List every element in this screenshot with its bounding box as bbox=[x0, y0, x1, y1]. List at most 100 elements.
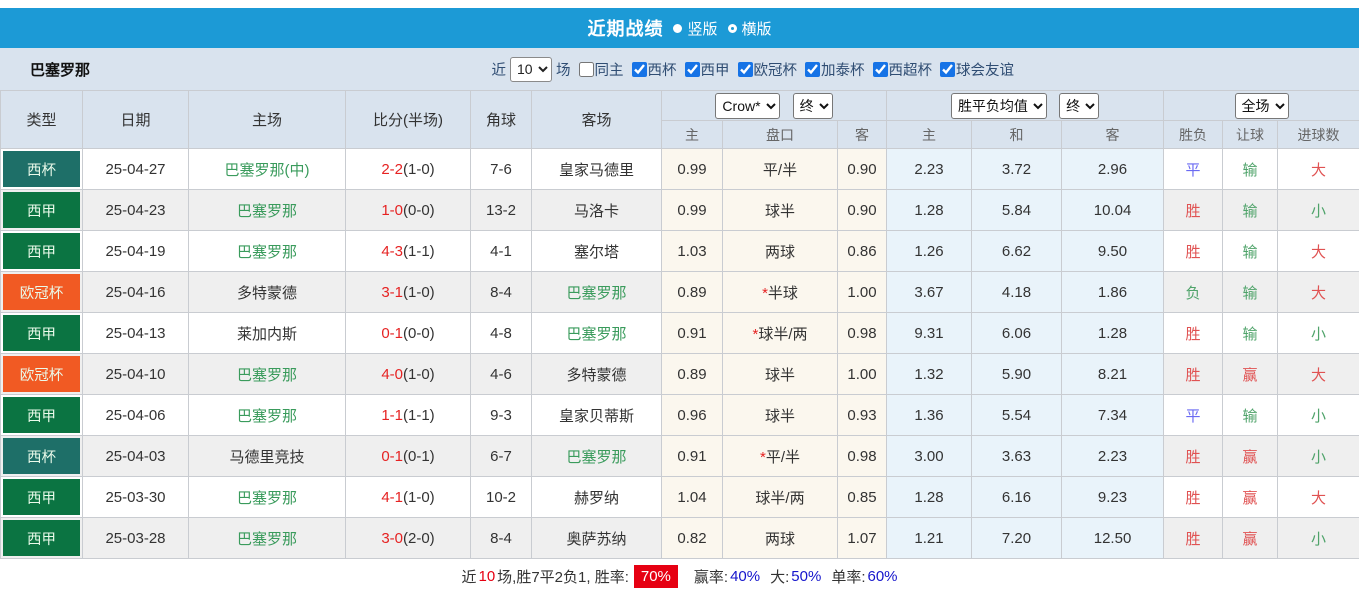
league-badge: 欧冠杯 bbox=[3, 356, 80, 392]
odds-time-select[interactable]: 终 bbox=[793, 93, 833, 119]
handicap-line-cell: 两球 bbox=[723, 518, 838, 559]
league-type-cell: 西甲 bbox=[1, 477, 83, 518]
corner-score: 4-1 bbox=[471, 231, 532, 272]
away-team: 皇家马德里 bbox=[532, 149, 662, 190]
result-handicap: 输 bbox=[1223, 395, 1278, 436]
home-team: 巴塞罗那 bbox=[189, 395, 346, 436]
subheader-avg-away: 客 bbox=[1062, 121, 1164, 149]
avg-time-select[interactable]: 终 bbox=[1059, 93, 1099, 119]
league-type-cell: 西甲 bbox=[1, 395, 83, 436]
results-table: 类型 日期 主场 比分(半场) 角球 客场 Crow* 终 胜平负均值 终 全场 bbox=[0, 90, 1359, 559]
col-header-score: 比分(半场) bbox=[346, 91, 471, 149]
match-date: 25-04-19 bbox=[83, 231, 189, 272]
same-venue-checkbox[interactable] bbox=[579, 62, 594, 77]
handicap-line: 球半 bbox=[765, 203, 795, 220]
result-goals: 小 bbox=[1278, 518, 1359, 559]
odds-source-select[interactable]: Crow* bbox=[715, 93, 780, 119]
league-checkbox-xichaobei[interactable] bbox=[873, 62, 888, 77]
league-label: 西超杯 bbox=[889, 59, 933, 80]
vertical-radio-icon[interactable] bbox=[673, 24, 682, 33]
league-type-cell: 西杯 bbox=[1, 149, 83, 190]
subheader-avg-home: 主 bbox=[887, 121, 972, 149]
home-team: 巴塞罗那 bbox=[189, 190, 346, 231]
league-filter-xijia[interactable]: 西甲 bbox=[681, 59, 730, 80]
score-cell: 0-1(0-0) bbox=[346, 313, 471, 354]
avg-draw-odds: 5.84 bbox=[972, 190, 1062, 231]
result-handicap: 赢 bbox=[1223, 436, 1278, 477]
league-checkbox-xijia[interactable] bbox=[685, 62, 700, 77]
result-win-draw-loss: 平 bbox=[1164, 149, 1223, 190]
league-checkbox-ouguanbei[interactable] bbox=[738, 62, 753, 77]
scope-group-header: 全场 bbox=[1164, 91, 1359, 121]
odds-group-header: Crow* 终 bbox=[662, 91, 887, 121]
match-count-select[interactable]: 10 bbox=[510, 57, 552, 82]
avg-home-odds: 9.31 bbox=[887, 313, 972, 354]
score-cell: 4-3(1-1) bbox=[346, 231, 471, 272]
handicap-line: 球半/两 bbox=[758, 326, 807, 343]
score-cell: 4-1(1-0) bbox=[346, 477, 471, 518]
league-filter-ouguanbei[interactable]: 欧冠杯 bbox=[734, 59, 798, 80]
panel-header: 近期战绩 竖版 横版 bbox=[0, 8, 1359, 48]
result-win-draw-loss: 平 bbox=[1164, 395, 1223, 436]
mode-option-horizontal[interactable]: 横版 bbox=[728, 18, 772, 39]
result-goals: 小 bbox=[1278, 190, 1359, 231]
scope-select[interactable]: 全场 bbox=[1235, 93, 1289, 119]
handicap-line: 两球 bbox=[765, 244, 795, 261]
handicap-line-cell: 球半 bbox=[723, 354, 838, 395]
league-filter-jiataibei[interactable]: 加泰杯 bbox=[801, 59, 865, 80]
score-cell: 2-2(1-0) bbox=[346, 149, 471, 190]
avg-source-select[interactable]: 胜平负均值 bbox=[951, 93, 1047, 119]
table-row: 欧冠杯 25-04-10 巴塞罗那 4-0(1-0) 4-6 多特蒙德 0.89… bbox=[1, 354, 1359, 395]
league-checkbox-jiataibei[interactable] bbox=[805, 62, 820, 77]
table-row: 西甲 25-04-13 莱加内斯 0-1(0-0) 4-8 巴塞罗那 0.91 … bbox=[1, 313, 1359, 354]
result-goals: 大 bbox=[1278, 354, 1359, 395]
home-team: 巴塞罗那 bbox=[189, 354, 346, 395]
result-goals: 小 bbox=[1278, 313, 1359, 354]
result-win-draw-loss: 胜 bbox=[1164, 231, 1223, 272]
stat-value-single: 60% bbox=[867, 568, 897, 585]
corner-score: 8-4 bbox=[471, 272, 532, 313]
filter-controls: 近 10 场 同主 西杯 西甲 欧冠杯 加泰杯 bbox=[492, 57, 1015, 82]
subheader-result-wdl: 胜负 bbox=[1164, 121, 1223, 149]
same-venue-filter[interactable]: 同主 bbox=[575, 59, 624, 80]
halftime-score: (1-1) bbox=[403, 243, 435, 260]
horizontal-radio-label[interactable]: 横版 bbox=[742, 18, 772, 39]
away-team: 马洛卡 bbox=[532, 190, 662, 231]
league-badge: 西杯 bbox=[3, 151, 80, 187]
handicap-away-odds: 0.90 bbox=[838, 149, 887, 190]
result-goals: 小 bbox=[1278, 395, 1359, 436]
handicap-away-odds: 0.98 bbox=[838, 436, 887, 477]
result-handicap: 输 bbox=[1223, 231, 1278, 272]
handicap-line-cell: *球半/两 bbox=[723, 313, 838, 354]
result-win-draw-loss: 胜 bbox=[1164, 313, 1223, 354]
league-type-cell: 西甲 bbox=[1, 190, 83, 231]
league-filter-friendly[interactable]: 球会友谊 bbox=[936, 59, 1014, 80]
league-label: 欧冠杯 bbox=[754, 59, 798, 80]
mode-option-vertical[interactable]: 竖版 bbox=[673, 18, 717, 39]
avg-home-odds: 3.00 bbox=[887, 436, 972, 477]
handicap-line-cell: *平/半 bbox=[723, 436, 838, 477]
league-checkbox-friendly[interactable] bbox=[940, 62, 955, 77]
match-date: 25-04-27 bbox=[83, 149, 189, 190]
handicap-away-odds: 0.98 bbox=[838, 313, 887, 354]
avg-home-odds: 2.23 bbox=[887, 149, 972, 190]
result-win-draw-loss: 胜 bbox=[1164, 436, 1223, 477]
vertical-radio-label[interactable]: 竖版 bbox=[687, 18, 717, 39]
summary-count: 10 bbox=[478, 568, 495, 585]
league-checkbox-xibei[interactable] bbox=[632, 62, 647, 77]
avg-away-odds: 10.04 bbox=[1062, 190, 1164, 231]
result-goals: 大 bbox=[1278, 149, 1359, 190]
table-row: 西杯 25-04-27 巴塞罗那(中) 2-2(1-0) 7-6 皇家马德里 0… bbox=[1, 149, 1359, 190]
handicap-home-odds: 0.82 bbox=[662, 518, 723, 559]
col-header-corner: 角球 bbox=[471, 91, 532, 149]
avg-away-odds: 1.28 bbox=[1062, 313, 1164, 354]
league-badge: 西甲 bbox=[3, 233, 80, 269]
fulltime-score: 4-0 bbox=[381, 366, 403, 383]
league-filter-xichaobei[interactable]: 西超杯 bbox=[869, 59, 933, 80]
fulltime-score: 2-2 bbox=[381, 161, 403, 178]
horizontal-radio-icon[interactable] bbox=[728, 24, 737, 33]
league-filter-xibei[interactable]: 西杯 bbox=[628, 59, 677, 80]
stat-label-single: 单率: bbox=[831, 566, 865, 587]
table-row: 欧冠杯 25-04-16 多特蒙德 3-1(1-0) 8-4 巴塞罗那 0.89… bbox=[1, 272, 1359, 313]
